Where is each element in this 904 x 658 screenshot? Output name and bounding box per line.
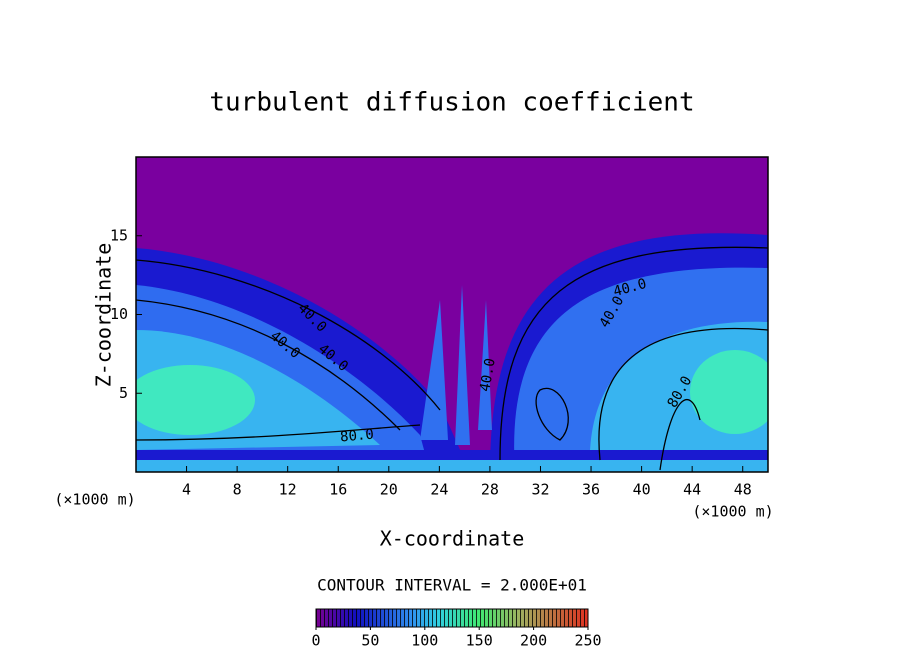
colorbar-tick-label: 150 — [466, 632, 493, 650]
x-tick-label: 44 — [683, 481, 701, 499]
y-unit: (×1000 m) — [54, 491, 135, 509]
y-tick-label: 15 — [110, 226, 128, 244]
x-tick-label: 48 — [734, 481, 752, 499]
contour-label: 80.0 — [340, 427, 375, 446]
x-tick-label: 36 — [582, 481, 600, 499]
x-tick-label: 20 — [380, 481, 398, 499]
colorbar-tick-label: 100 — [411, 632, 438, 650]
x-tick-label: 8 — [233, 481, 242, 499]
colorbar-tick-label: 200 — [520, 632, 547, 650]
x-tick-label: 12 — [279, 481, 297, 499]
colorbar-tick-label: 50 — [361, 632, 379, 650]
colorbar-tick-label: 250 — [574, 632, 601, 650]
colorbar-tick-label: 0 — [311, 632, 320, 650]
contour-interval: CONTOUR INTERVAL = 2.000E+01 — [317, 576, 587, 595]
x-unit: (×1000 m) — [692, 503, 773, 521]
colorbar-lines — [315, 608, 589, 628]
x-axis-label: X-coordinate — [380, 527, 525, 551]
y-tick-label: 5 — [119, 384, 128, 402]
x-tick-label: 24 — [430, 481, 448, 499]
x-tick-label: 28 — [481, 481, 499, 499]
contour-label: 40.0 — [477, 357, 499, 393]
x-tick-label: 32 — [531, 481, 549, 499]
x-tick-label: 40 — [633, 481, 651, 499]
chart-title: turbulent diffusion coefficient — [209, 88, 694, 118]
y-tick-label: 10 — [110, 305, 128, 323]
contour-field — [136, 157, 768, 472]
x-tick-label: 4 — [182, 481, 191, 499]
y-axis-label: Z-coordinate — [92, 243, 116, 388]
x-tick-label: 16 — [329, 481, 347, 499]
